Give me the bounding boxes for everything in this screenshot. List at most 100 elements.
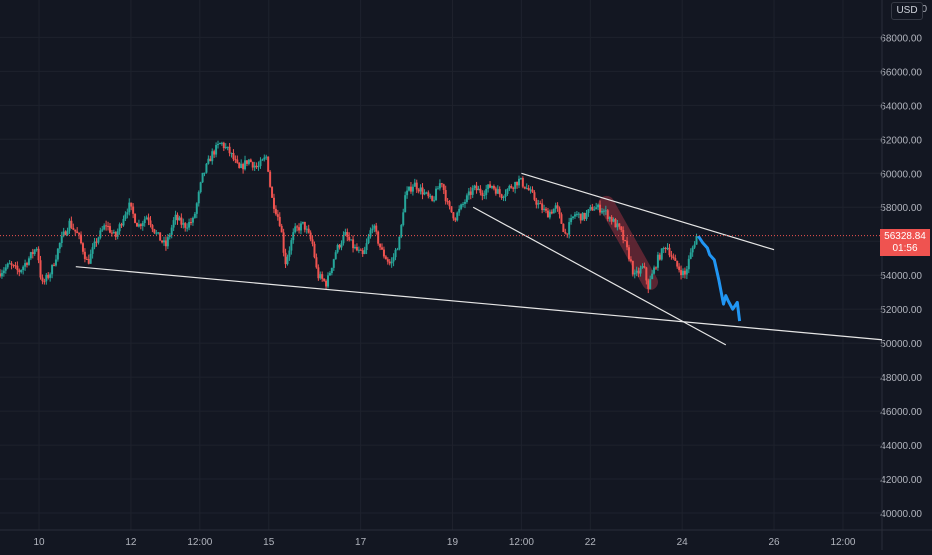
- candle-down: [384, 256, 387, 260]
- candle-up: [33, 249, 36, 255]
- candle-up: [593, 209, 596, 211]
- y-tick-label: 40000.00: [880, 509, 922, 520]
- candle-down: [64, 231, 67, 235]
- candle-up: [436, 188, 439, 190]
- candle-up: [157, 232, 160, 234]
- candle-up: [128, 202, 131, 213]
- candle-down: [670, 255, 673, 257]
- candle-down: [190, 222, 193, 224]
- candle-up: [612, 219, 615, 222]
- candle-down: [448, 201, 451, 207]
- price-countdown: 01:56: [892, 243, 918, 254]
- candle-up: [639, 268, 642, 274]
- candle-up: [635, 270, 638, 273]
- candle-up: [199, 182, 202, 193]
- candle-down: [510, 186, 513, 188]
- candle-down: [348, 236, 351, 241]
- currency-label: USD: [896, 5, 918, 16]
- candle-up: [660, 248, 663, 260]
- candle-up: [552, 208, 555, 214]
- candle-up: [537, 203, 540, 205]
- candle-up: [91, 247, 94, 254]
- candle-up: [342, 234, 345, 244]
- candle-down: [672, 256, 675, 259]
- candle-up: [460, 204, 463, 209]
- candle-up: [215, 145, 218, 155]
- candle-up: [99, 230, 102, 238]
- candle-up: [485, 188, 488, 195]
- candle-up: [197, 192, 200, 204]
- candle-up: [666, 247, 669, 249]
- currency-button[interactable]: USD: [891, 2, 923, 20]
- candle-down: [427, 192, 430, 197]
- candle-down: [272, 197, 275, 209]
- candle-up: [465, 195, 468, 202]
- candle-down: [317, 267, 320, 279]
- candle-up: [344, 231, 347, 235]
- y-tick-label: 52000.00: [880, 305, 922, 316]
- candle-down: [381, 247, 384, 250]
- candle-up: [518, 178, 521, 186]
- candle-down: [375, 225, 378, 232]
- candle-up: [477, 188, 480, 191]
- candle-down: [209, 158, 212, 162]
- candle-down: [454, 218, 457, 221]
- candle-down: [676, 260, 679, 267]
- candle-down: [620, 226, 623, 231]
- candle-up: [687, 258, 690, 270]
- x-tick-label: 12:00: [187, 537, 212, 548]
- candle-down: [278, 216, 281, 226]
- candle-down: [558, 208, 561, 215]
- candle-down: [338, 244, 341, 248]
- candle-up: [261, 159, 264, 161]
- candle-up: [93, 241, 96, 248]
- candle-up: [419, 187, 422, 192]
- candle-up: [602, 210, 605, 212]
- candle-up: [462, 203, 465, 205]
- candle-down: [31, 252, 34, 255]
- candle-up: [141, 223, 144, 227]
- candle-up: [24, 263, 27, 267]
- candle-up: [390, 261, 393, 264]
- candle-up: [22, 266, 25, 271]
- candle-up: [294, 226, 297, 233]
- candle-up: [244, 160, 247, 170]
- y-tick-label: 46000.00: [880, 407, 922, 418]
- candle-down: [645, 267, 648, 281]
- candle-up: [616, 223, 619, 228]
- candle-down: [303, 221, 306, 230]
- candle-up: [543, 208, 546, 210]
- candle-up: [301, 221, 304, 224]
- candle-up: [604, 210, 607, 212]
- candle-up: [112, 231, 115, 233]
- candle-up: [288, 250, 291, 257]
- candle-up: [597, 204, 600, 208]
- y-tick-label: 42000.00: [880, 475, 922, 486]
- candle-down: [12, 264, 15, 266]
- candle-down: [87, 259, 90, 264]
- candle-up: [363, 250, 366, 255]
- candle-up: [336, 244, 339, 253]
- candle-up: [373, 225, 376, 229]
- candle-down: [469, 191, 472, 195]
- candle-up: [155, 232, 158, 234]
- candle-up: [226, 146, 229, 148]
- candle-down: [74, 229, 77, 232]
- candle-up: [487, 184, 490, 189]
- candle-up: [514, 181, 517, 189]
- candle-down: [654, 267, 657, 269]
- candle-down: [325, 280, 328, 287]
- candle-up: [240, 163, 243, 169]
- candle-down: [267, 156, 270, 172]
- candle-up: [653, 267, 656, 274]
- projection-line: [697, 235, 742, 322]
- candle-down: [149, 220, 152, 226]
- candle-down: [359, 249, 362, 251]
- candle-down: [282, 232, 285, 253]
- candle-up: [369, 230, 372, 237]
- candle-up: [116, 231, 119, 237]
- candle-down: [523, 186, 526, 189]
- candle-down: [139, 224, 142, 227]
